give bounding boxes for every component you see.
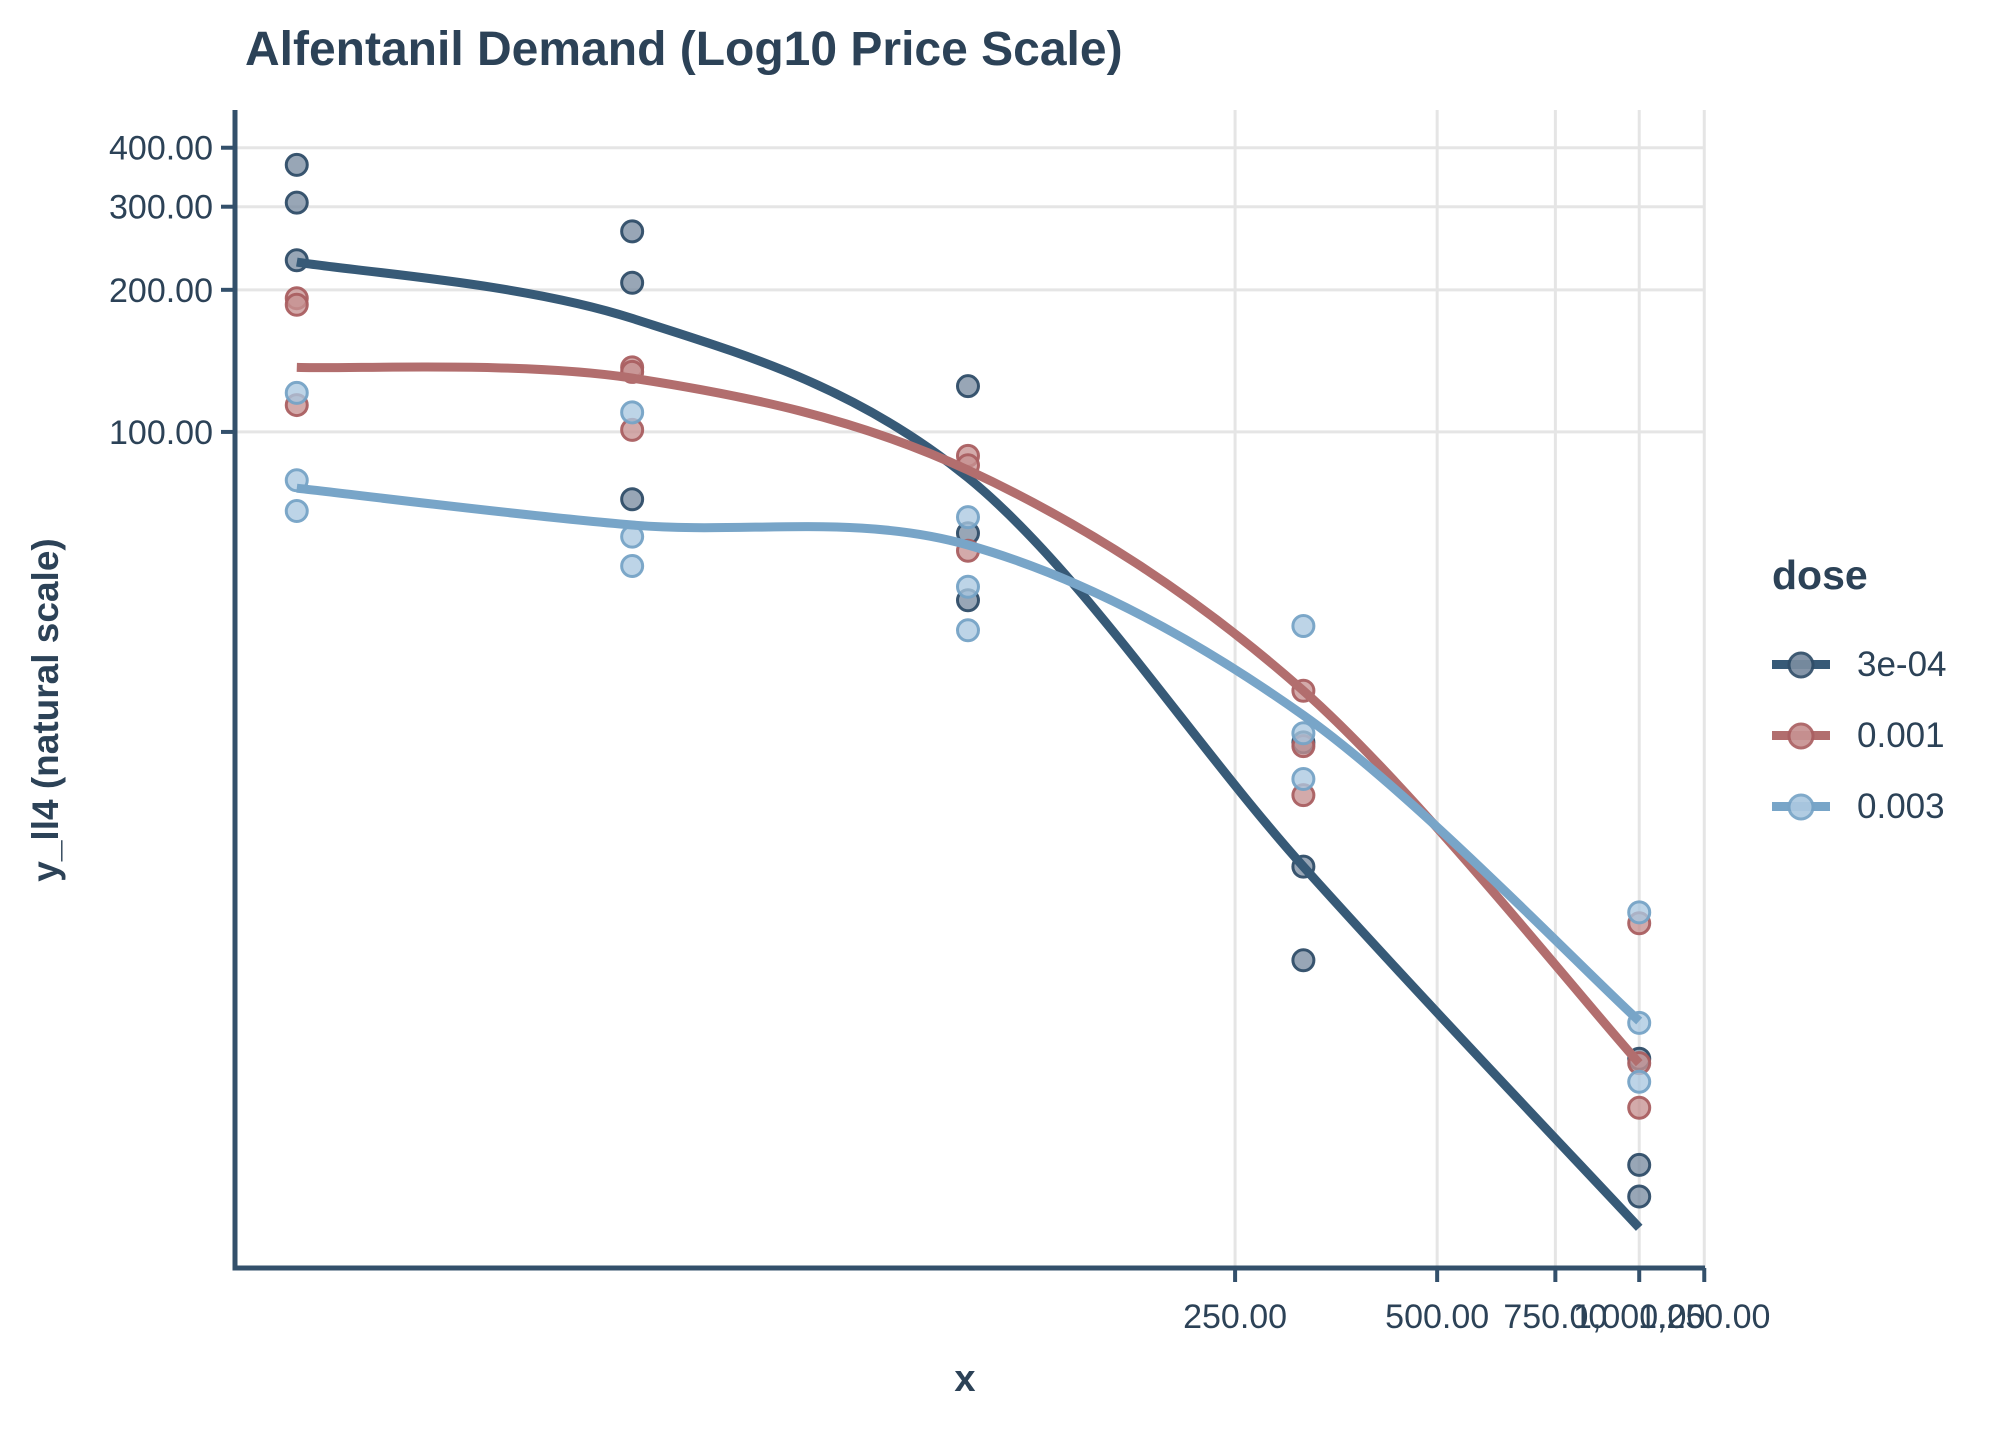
data-point-0.003 [284, 380, 309, 405]
legend-key-icon [1772, 722, 1830, 749]
data-point-3e-04 [620, 219, 645, 244]
x-tick-label: 1,250.00 [1638, 1298, 1770, 1336]
data-point-3e-04 [1627, 1184, 1652, 1209]
data-point-3e-04 [955, 374, 980, 399]
y-axis-title: y_ll4 (natural scale) [25, 538, 66, 882]
data-point-0.003 [620, 553, 645, 578]
data-point-0.003 [620, 400, 645, 425]
fit-curve-3e-04 [296, 257, 1643, 1231]
x-tick-label: 250.00 [1183, 1298, 1287, 1336]
legend-item-label: 0.003 [1857, 786, 1945, 826]
x-tick-label: 500.00 [1385, 1298, 1489, 1336]
data-point-0.003 [955, 618, 980, 643]
legend-title: dose [1772, 552, 1868, 598]
legend-items: 3e-04 0.001 0.003 [1772, 629, 2016, 842]
data-point-0.001 [284, 292, 309, 317]
data-point-0.003 [1291, 614, 1316, 639]
data-point-0.003 [284, 498, 309, 523]
data-point-3e-04 [1627, 1152, 1652, 1177]
legend: dose 3e-04 0.001 0.003 [1772, 552, 2016, 842]
legend-key-icon [1772, 651, 1830, 678]
data-point-0.001 [1627, 1095, 1652, 1120]
data-point-0.003 [1291, 766, 1316, 791]
x-tick-label: 1,000.00 [1573, 1298, 1705, 1336]
legend-item-3e-04: 3e-04 [1772, 629, 2016, 700]
legend-point-icon [1787, 722, 1815, 749]
data-point-0.003 [955, 505, 980, 530]
legend-point-icon [1787, 651, 1815, 678]
data-point-0.003 [1291, 721, 1316, 746]
x-axis-title: x [954, 1358, 976, 1400]
data-point-3e-04 [284, 152, 309, 177]
x-tick-label: 750.00 [1503, 1298, 1607, 1336]
data-point-3e-04 [1291, 948, 1316, 973]
legend-item-label: 0.001 [1857, 715, 1945, 755]
data-point-0.003 [1627, 900, 1652, 925]
fit-curve-0.003 [296, 483, 1643, 1025]
data-point-3e-04 [620, 487, 645, 512]
data-point-0.003 [1627, 1069, 1652, 1094]
legend-item-label: 3e-04 [1857, 644, 1947, 684]
y-tick-label: 400.00 [109, 130, 213, 168]
legend-point-icon [1787, 793, 1815, 820]
data-point-3e-04 [620, 270, 645, 295]
data-point-0.003 [955, 574, 980, 599]
y-tick-label: 300.00 [109, 189, 213, 227]
legend-item-0.001: 0.001 [1772, 700, 2016, 771]
legend-item-0.003: 0.003 [1772, 771, 2016, 842]
legend-key-icon [1772, 793, 1830, 820]
y-tick-label: 200.00 [109, 272, 213, 310]
y-tick-label: 100.00 [109, 414, 213, 452]
data-point-3e-04 [284, 190, 309, 215]
chart-title: Alfentanil Demand (Log10 Price Scale) [245, 23, 1123, 76]
